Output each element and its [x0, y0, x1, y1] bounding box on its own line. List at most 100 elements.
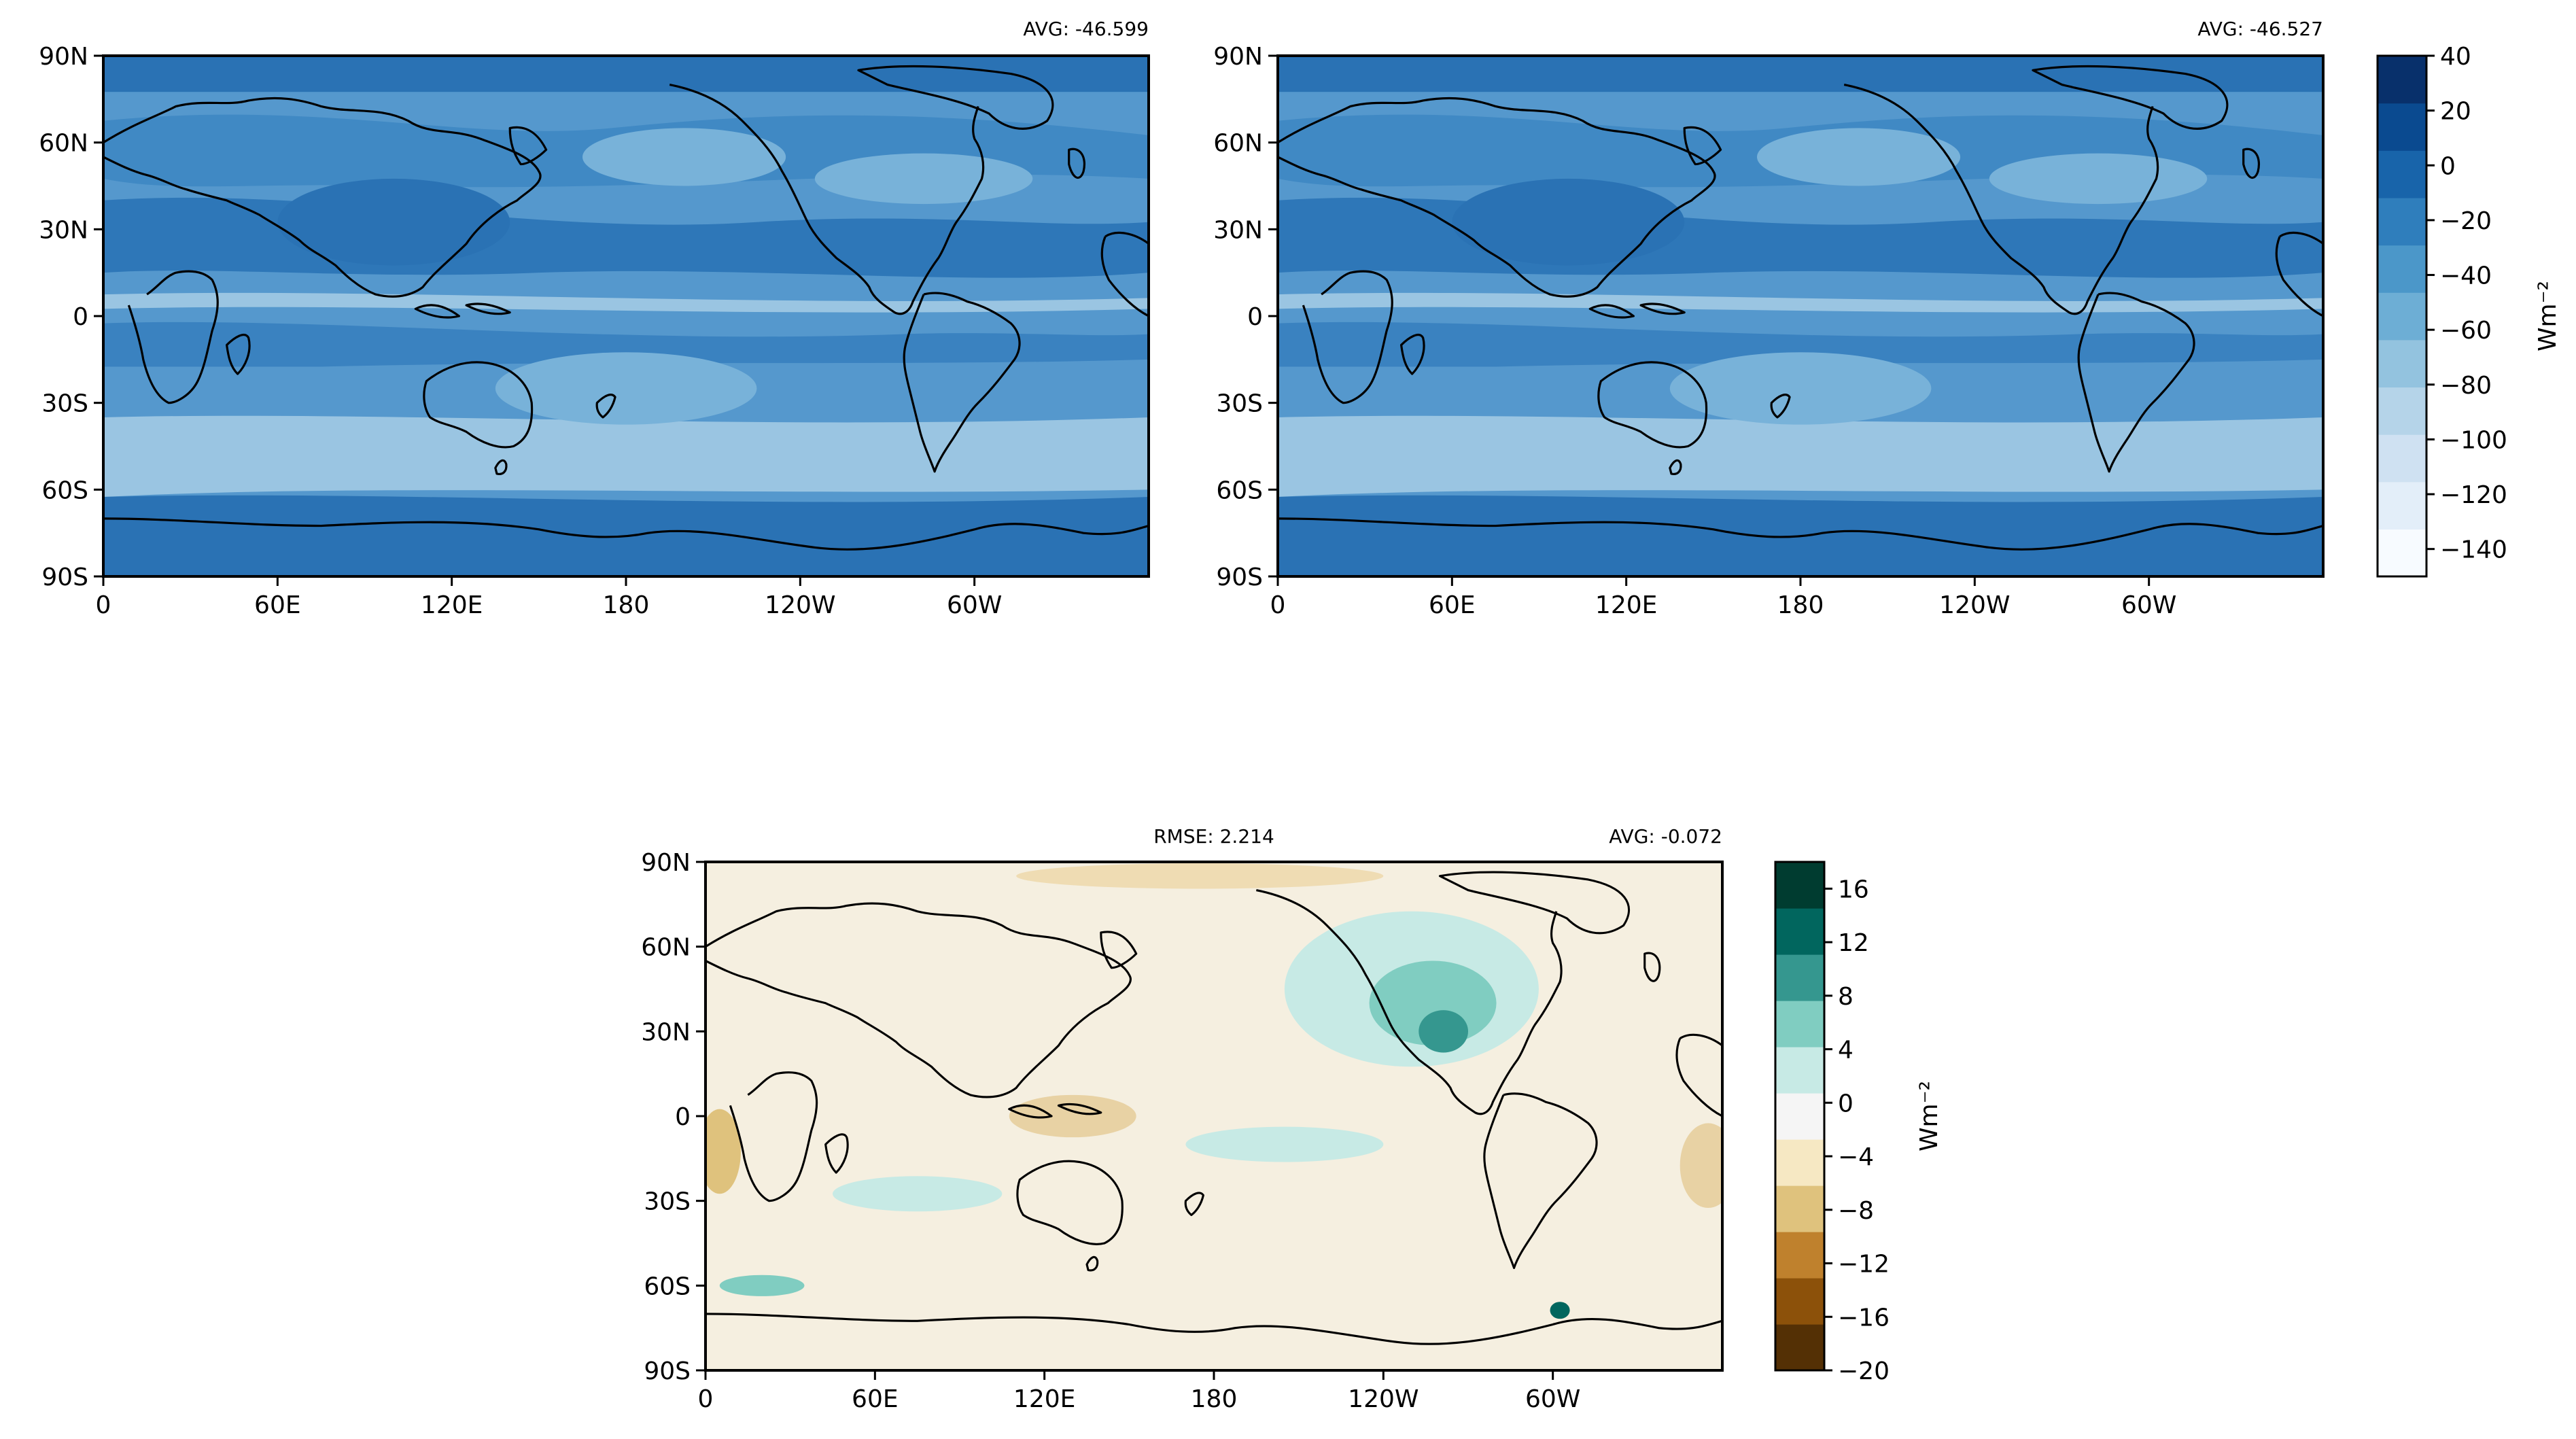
- y-axis-ticks: 90N 60N 30N 0 30S 60S 90S: [1213, 43, 1278, 591]
- panel-avg-label: AVG: -46.527: [2197, 18, 2323, 40]
- map-panel-difference: 90N 60N 30N 0 30S 60S 90S 0 60E 120E 180 120W 60W R…: [641, 825, 1724, 1413]
- colorbar-tick-label: 0: [1838, 1090, 1853, 1117]
- panel-rmse-label: RMSE: 2.214: [1153, 825, 1274, 848]
- colorbar-tick-label: −60: [2440, 317, 2492, 345]
- colorbar-tick-label: 12: [1838, 929, 1869, 957]
- colorbar-unit-label: Wm⁻²: [1915, 1081, 1943, 1151]
- y-tick-label: 30S: [1216, 390, 1263, 418]
- y-tick-label: 30S: [644, 1188, 691, 1216]
- y-axis-ticks: 90N 60N 30N 0 30S 60S 90S: [641, 849, 706, 1385]
- x-tick-label: 120E: [1595, 591, 1657, 619]
- map-panel-top-right: 90N 60N 30N 0 30S 60S 90S 0 60E 120E 180 120W 60W A…: [1213, 18, 2325, 619]
- colorbar-segment: [2378, 245, 2426, 293]
- x-tick-label: 60W: [2121, 591, 2176, 619]
- x-tick-label: 60E: [852, 1385, 899, 1413]
- coastline-segment: [494, 459, 508, 475]
- colorbar-segment: [1775, 954, 1824, 1001]
- y-tick-label: 0: [1247, 303, 1263, 331]
- coastline-segment: [103, 517, 1149, 551]
- coastline-segment: [1278, 97, 1716, 298]
- coastline-segment: [729, 1071, 818, 1202]
- y-tick-label: 90S: [41, 564, 88, 591]
- panel-avg-label: AVG: -0.072: [1609, 825, 1722, 848]
- coastline-segment: [669, 83, 985, 315]
- coastline-layer: [706, 871, 1722, 1345]
- coastline-segment: [1639, 302, 1686, 315]
- x-axis-ticks: 0 60E 120E 180 120W 60W: [96, 576, 1002, 619]
- colorbar-blues: 40 20 0 −20 −40 −60 −80 −100 −120 −140: [2376, 43, 2507, 578]
- coastline-segment: [225, 334, 251, 375]
- colorbar-segment: [2378, 529, 2426, 577]
- coastline-segment: [1683, 126, 1722, 166]
- coastline-segment: [1278, 517, 2323, 551]
- colorbar-segment: [1775, 1232, 1824, 1279]
- colorbar-tick-label: −120: [2440, 481, 2507, 509]
- coastline-segment: [103, 97, 542, 298]
- field-layer: [1278, 56, 2323, 576]
- y-tick-label: 90S: [1216, 564, 1263, 591]
- colorbar-segment: [2378, 387, 2426, 435]
- coastline-segment: [127, 270, 219, 404]
- coastline-segment: [706, 902, 1132, 1098]
- y-tick-label: 30N: [1213, 216, 1263, 244]
- colorbar-tick-label: 4: [1838, 1037, 1853, 1064]
- y-tick-label: 90S: [644, 1357, 691, 1385]
- coastline-segment: [2242, 148, 2260, 179]
- colorbar-segment: [2378, 197, 2426, 246]
- x-tick-label: 60W: [1525, 1385, 1580, 1413]
- coastline-segment: [1184, 1192, 1204, 1217]
- y-tick-label: 0: [675, 1103, 691, 1131]
- x-tick-label: 120W: [765, 591, 835, 619]
- coastline-segment: [1843, 83, 2159, 315]
- colorbar-segment: [1775, 862, 1824, 909]
- coastline-segment: [706, 1313, 1722, 1345]
- coastline-segment: [1438, 871, 1631, 935]
- y-tick-label: 60N: [1213, 130, 1263, 158]
- colorbar-frame: [1774, 861, 1826, 1372]
- colorbar-tick-label: 40: [2440, 43, 2471, 71]
- y-tick-label: 60S: [1216, 476, 1263, 504]
- coastline-segment: [1256, 889, 1563, 1115]
- y-tick-label: 90N: [1213, 43, 1263, 71]
- colorbar-tick-label: −4: [1838, 1143, 1874, 1171]
- x-tick-label: 180: [603, 591, 650, 619]
- y-axis-ticks: 90N 60N 30N 0 30S 60S 90S: [39, 43, 103, 591]
- colorbar-tick-label: −20: [1838, 1357, 1890, 1385]
- coastline-segment: [1016, 1160, 1124, 1245]
- colorbar-segment: [2378, 481, 2426, 530]
- colorbar-brbg: 16 12 8 4 0 −4 −8 −12 −16 −20: [1774, 861, 1890, 1385]
- colorbar-unit-label: Wm⁻²: [2534, 281, 2562, 351]
- coastline-segment: [1100, 931, 1138, 969]
- colorbar-tick-label: −100: [2440, 426, 2507, 454]
- colorbar-segment: [2378, 292, 2426, 341]
- y-tick-label: 30N: [641, 1018, 691, 1046]
- coastline-segment: [1770, 394, 1791, 419]
- colorbar-segment: [1775, 1047, 1824, 1094]
- colorbar-tick-label: 16: [1838, 875, 1869, 903]
- colorbar-tick-label: −140: [2440, 536, 2507, 564]
- colorbar-tick-label: −8: [1838, 1197, 1874, 1225]
- panel-avg-label: AVG: -46.599: [1023, 18, 1149, 40]
- coastline-segment: [414, 304, 461, 319]
- x-tick-label: 60W: [947, 591, 1002, 619]
- x-tick-label: 0: [698, 1385, 714, 1413]
- field-layer: [103, 56, 1149, 576]
- coastline-segment: [1302, 270, 1393, 404]
- x-tick-label: 120E: [421, 591, 483, 619]
- map-panel-top-left: 90N 60N 30N 0 30S 60S 90S 0 60E 120E 180 120W 60W A…: [39, 18, 1150, 619]
- colorbar-tick-label: 0: [2440, 152, 2456, 180]
- coastline-segment: [1085, 1255, 1099, 1272]
- y-tick-label: 90N: [39, 43, 88, 71]
- field-layer: [706, 862, 1722, 1370]
- colorbar-segment: [1775, 1185, 1824, 1232]
- coastline-segment: [508, 126, 548, 166]
- x-tick-label: 0: [1270, 591, 1286, 619]
- y-tick-label: 0: [73, 303, 88, 331]
- x-tick-label: 60E: [1429, 591, 1476, 619]
- colorbar-tick-label: −20: [2440, 207, 2492, 235]
- coastline-segment: [595, 394, 616, 419]
- x-tick-label: 180: [1777, 591, 1824, 619]
- coastline-segment: [1597, 361, 1708, 449]
- coastline-segment: [423, 361, 534, 449]
